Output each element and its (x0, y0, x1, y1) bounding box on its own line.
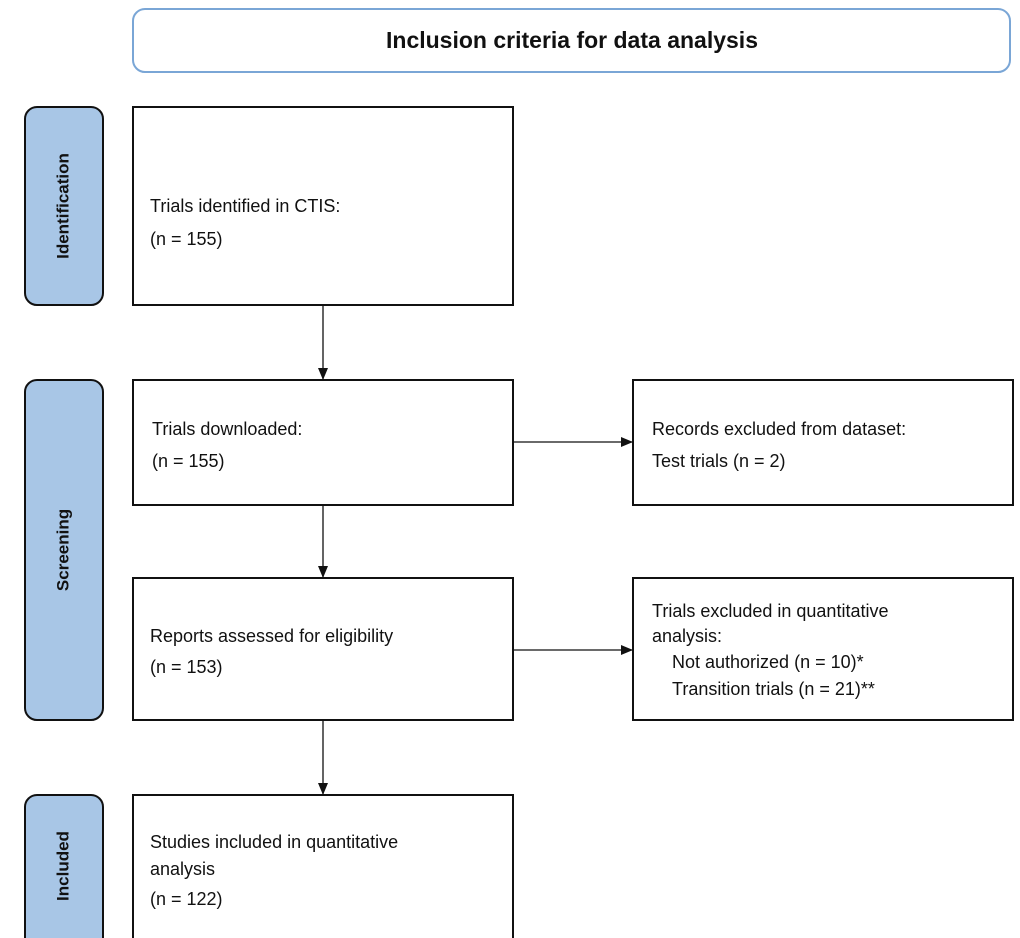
box (132, 106, 514, 306)
box-text: Test trials (n = 2) (652, 451, 786, 471)
box-text: (n = 155) (150, 229, 223, 249)
box-text: Records excluded from dataset: (652, 419, 906, 439)
box-text: (n = 153) (150, 657, 223, 677)
box-text: Not authorized (n = 10)* (672, 652, 864, 672)
box-text: analysis: (652, 626, 722, 646)
box-text: (n = 122) (150, 889, 223, 909)
title: Inclusion criteria for data analysis (386, 27, 758, 53)
box-text: Trials excluded in quantitative (652, 601, 888, 621)
box-text: Studies included in quantitative (150, 832, 398, 852)
stage-label: Identification (53, 153, 72, 259)
box (132, 794, 514, 938)
box (632, 577, 1014, 721)
box-text: Trials identified in CTIS: (150, 196, 340, 216)
stage-bar (24, 379, 104, 721)
box (132, 379, 514, 506)
stage-label: Screening (53, 509, 72, 591)
stage-bar (24, 794, 104, 938)
box-text: analysis (150, 859, 215, 879)
box (132, 577, 514, 721)
stage-bar (24, 106, 104, 306)
title-box (132, 8, 1011, 73)
stage-label: Included (53, 831, 72, 901)
box (632, 379, 1014, 506)
box-text: (n = 155) (152, 451, 225, 471)
box-text: Transition trials (n = 21)** (672, 679, 875, 699)
box-text: Trials downloaded: (152, 419, 302, 439)
box-text: Reports assessed for eligibility (150, 626, 393, 646)
